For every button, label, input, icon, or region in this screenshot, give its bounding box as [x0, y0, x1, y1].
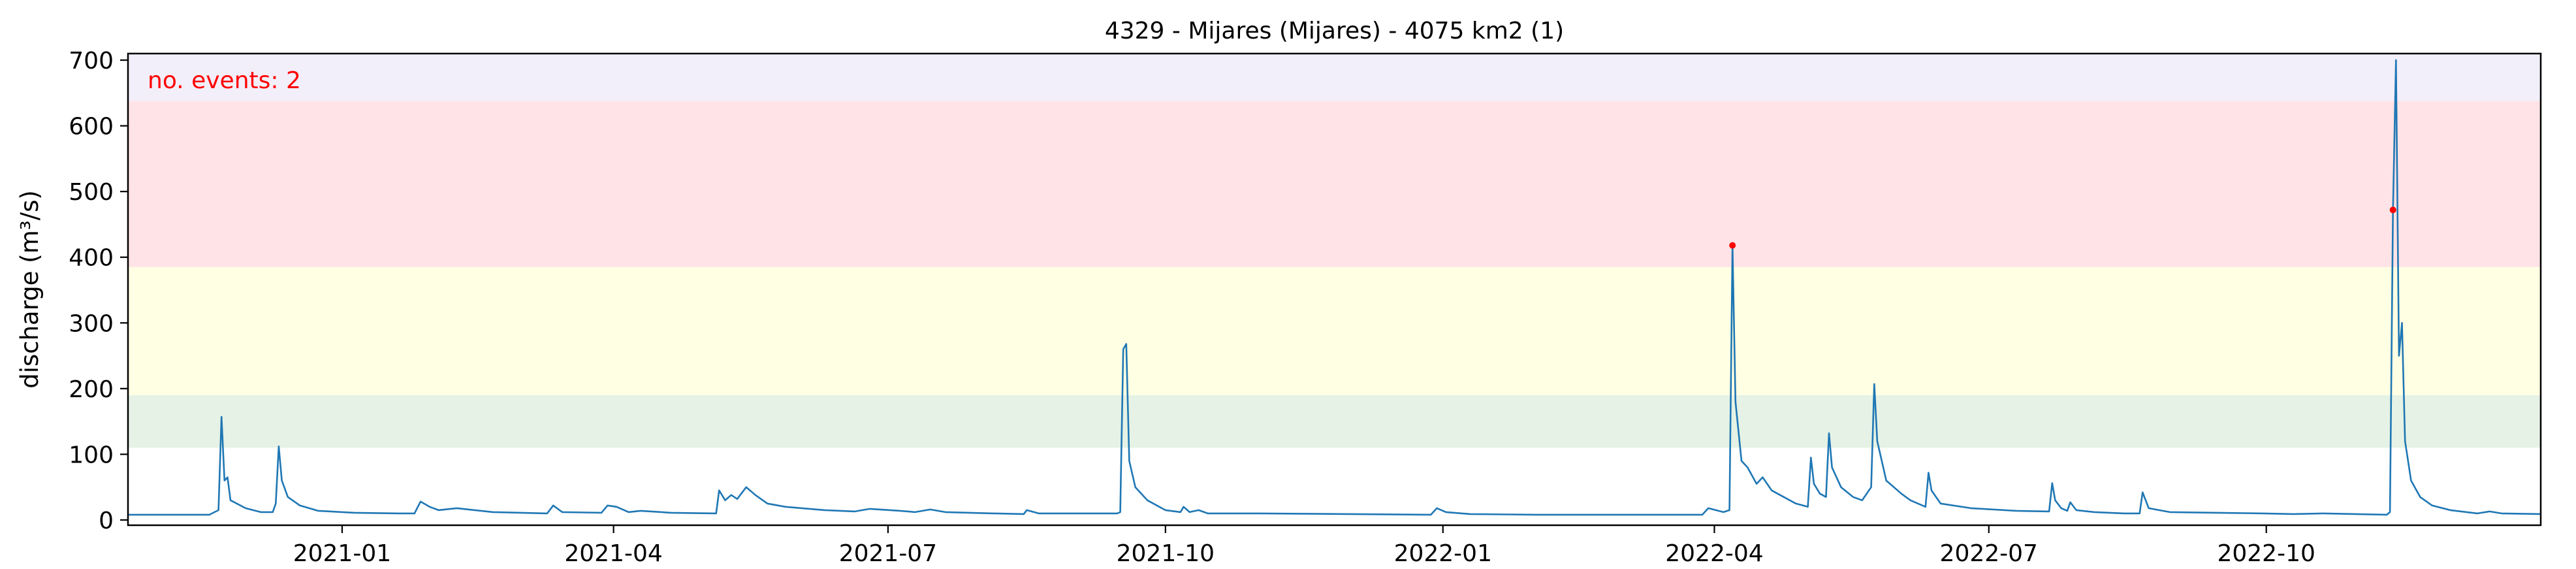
event-marker-2: [2389, 206, 2396, 214]
event-marker-1: [1729, 242, 1736, 249]
y-tick-label: 100: [69, 442, 114, 468]
y-tick-label: 400: [69, 245, 114, 272]
events-count-annotation: no. events: 2: [148, 67, 301, 94]
y-tick-label: 300: [69, 310, 114, 337]
y-tick-label: 700: [69, 48, 114, 74]
y-axis: 0 100 200 300 400 500 600 700: [69, 48, 128, 534]
x-tick-label: 2022-01: [1394, 540, 1492, 567]
y-tick-label: 600: [69, 114, 114, 140]
y-tick-label: 0: [99, 508, 114, 534]
x-tick-label: 2021-10: [1117, 540, 1215, 567]
y-tick-label: 500: [69, 179, 114, 206]
y-tick-label: 200: [69, 376, 114, 403]
x-tick-label: 2022-07: [1940, 540, 2038, 567]
x-tick-label: 2022-04: [1665, 540, 1763, 567]
threshold-band-2: [128, 267, 2541, 395]
y-axis-title: discharge (m³/s): [16, 190, 44, 389]
x-tick-label: 2021-01: [293, 540, 391, 567]
x-tick-label: 2021-07: [839, 540, 937, 567]
threshold-band-1: [128, 395, 2541, 448]
event-markers: [1729, 206, 2396, 249]
threshold-bands: [128, 54, 2541, 448]
x-tick-label: 2022-10: [2217, 540, 2315, 567]
threshold-band-4: [128, 54, 2541, 101]
discharge-series-line: [128, 59, 2541, 516]
series-layer: [128, 59, 2541, 516]
threshold-band-3: [128, 101, 2541, 267]
x-axis: 2021-01 2021-04 2021-07 2021-10 2022-01 2022-…: [293, 525, 2315, 567]
plot-frame: [127, 52, 2542, 527]
x-tick-label: 2021-04: [564, 540, 662, 567]
chart-title: 4329 - Mijares (Mijares) - 4075 km2 (1): [1105, 18, 1564, 44]
